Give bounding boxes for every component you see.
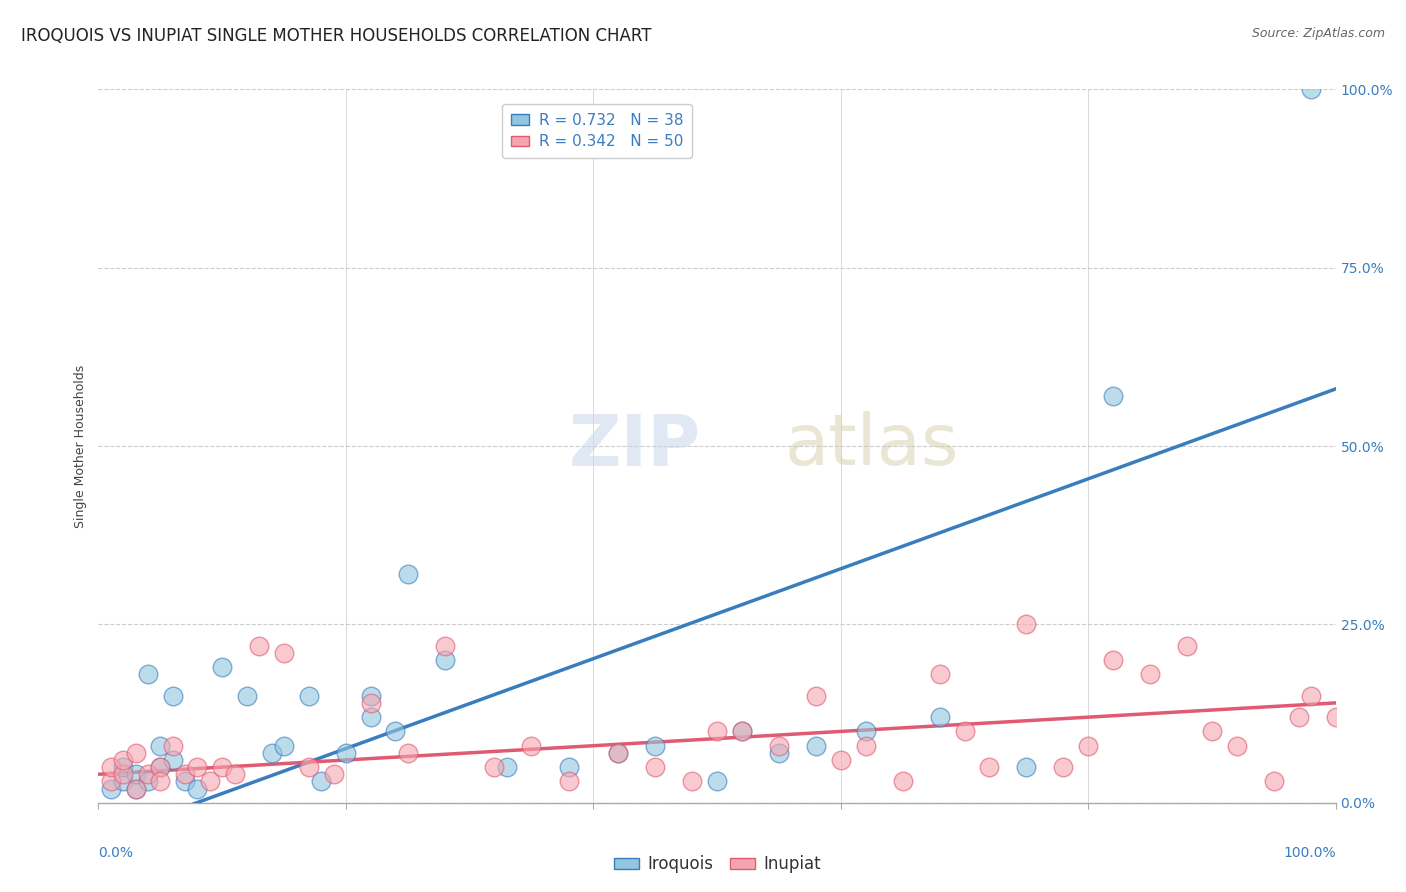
Point <box>804 689 827 703</box>
Point <box>706 774 728 789</box>
Point <box>1102 653 1125 667</box>
Point <box>768 739 790 753</box>
Point <box>124 781 146 796</box>
Point <box>198 774 221 789</box>
Point <box>112 753 135 767</box>
Point <box>644 739 666 753</box>
Point <box>273 739 295 753</box>
Point <box>1226 739 1249 753</box>
Point <box>124 781 146 796</box>
Point <box>236 689 259 703</box>
Point <box>433 653 456 667</box>
Point <box>124 767 146 781</box>
Point <box>681 774 703 789</box>
Point <box>174 767 197 781</box>
Point <box>891 774 914 789</box>
Point <box>855 739 877 753</box>
Point <box>557 760 579 774</box>
Point <box>1015 760 1038 774</box>
Point <box>247 639 270 653</box>
Point <box>1263 774 1285 789</box>
Point <box>1324 710 1347 724</box>
Point <box>1052 760 1074 774</box>
Point <box>1015 617 1038 632</box>
Point <box>273 646 295 660</box>
Point <box>360 689 382 703</box>
Point <box>396 746 419 760</box>
Point <box>804 739 827 753</box>
Point <box>112 760 135 774</box>
Point <box>162 753 184 767</box>
Point <box>136 767 159 781</box>
Point <box>100 781 122 796</box>
Point <box>162 739 184 753</box>
Text: 100.0%: 100.0% <box>1284 846 1336 860</box>
Point <box>112 767 135 781</box>
Text: atlas: atlas <box>785 411 959 481</box>
Point <box>433 639 456 653</box>
Legend: Iroquois, Inupiat: Iroquois, Inupiat <box>607 849 827 880</box>
Point <box>360 696 382 710</box>
Point <box>149 774 172 789</box>
Point <box>186 781 208 796</box>
Point <box>112 774 135 789</box>
Point <box>484 760 506 774</box>
Point <box>149 760 172 774</box>
Point <box>1139 667 1161 681</box>
Point <box>335 746 357 760</box>
Point <box>520 739 543 753</box>
Point <box>731 724 754 739</box>
Point <box>607 746 630 760</box>
Point <box>149 760 172 774</box>
Point <box>1288 710 1310 724</box>
Point <box>1077 739 1099 753</box>
Point <box>768 746 790 760</box>
Point <box>136 774 159 789</box>
Point <box>174 774 197 789</box>
Point <box>384 724 406 739</box>
Point <box>928 667 950 681</box>
Point <box>298 760 321 774</box>
Point <box>100 774 122 789</box>
Point <box>186 760 208 774</box>
Point <box>979 760 1001 774</box>
Point <box>124 746 146 760</box>
Y-axis label: Single Mother Households: Single Mother Households <box>73 364 87 528</box>
Point <box>706 724 728 739</box>
Point <box>149 739 172 753</box>
Point <box>607 746 630 760</box>
Point <box>224 767 246 781</box>
Point <box>953 724 976 739</box>
Point <box>855 724 877 739</box>
Point <box>322 767 344 781</box>
Point <box>211 760 233 774</box>
Point <box>1201 724 1223 739</box>
Point <box>360 710 382 724</box>
Point <box>1299 82 1322 96</box>
Point <box>162 689 184 703</box>
Point <box>260 746 283 760</box>
Point <box>928 710 950 724</box>
Point <box>731 724 754 739</box>
Point <box>644 760 666 774</box>
Point <box>1299 689 1322 703</box>
Point <box>557 774 579 789</box>
Point <box>100 760 122 774</box>
Point <box>1102 389 1125 403</box>
Point <box>211 660 233 674</box>
Point <box>830 753 852 767</box>
Text: IROQUOIS VS INUPIAT SINGLE MOTHER HOUSEHOLDS CORRELATION CHART: IROQUOIS VS INUPIAT SINGLE MOTHER HOUSEH… <box>21 27 651 45</box>
Point <box>309 774 332 789</box>
Point <box>298 689 321 703</box>
Text: 0.0%: 0.0% <box>98 846 134 860</box>
Point <box>495 760 517 774</box>
Text: ZIP: ZIP <box>568 411 700 481</box>
Point <box>396 567 419 582</box>
Text: Source: ZipAtlas.com: Source: ZipAtlas.com <box>1251 27 1385 40</box>
Point <box>136 667 159 681</box>
Point <box>1175 639 1198 653</box>
